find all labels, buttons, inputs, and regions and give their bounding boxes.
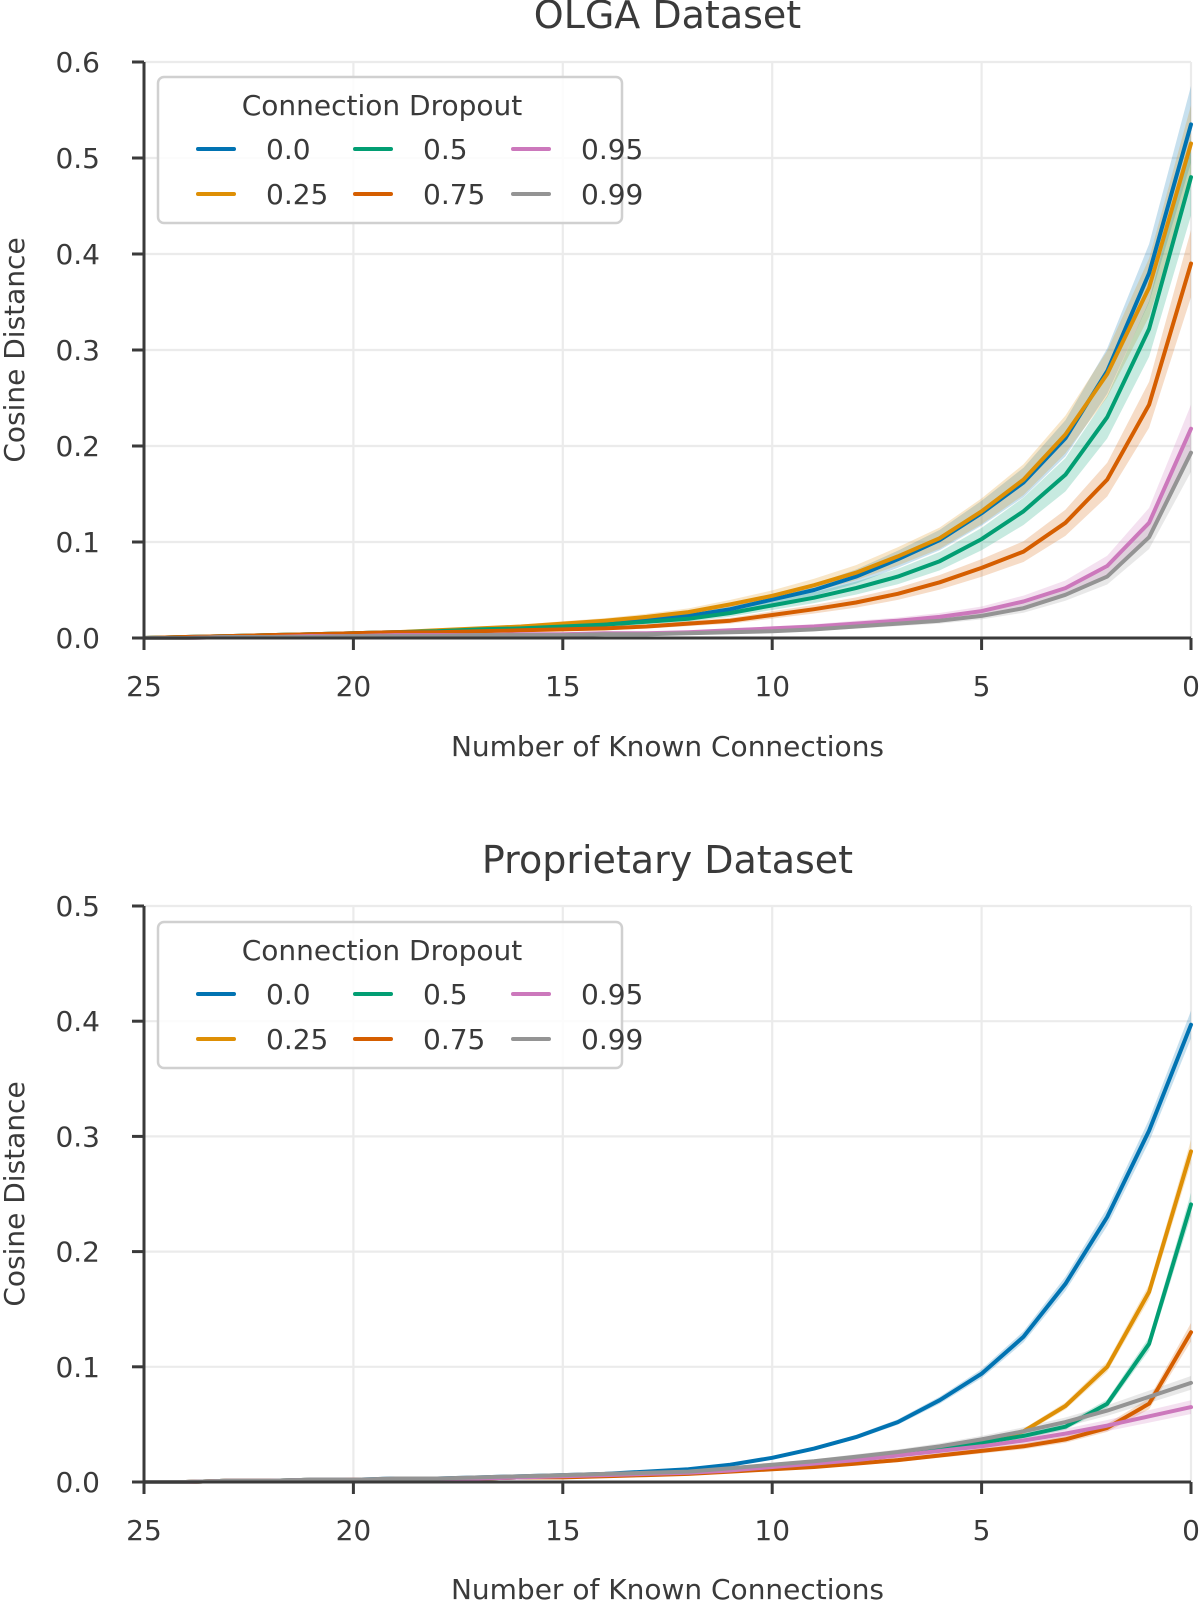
legend-label-0.5: 0.5 <box>423 978 468 1011</box>
x-axis-label: Number of Known Connections <box>451 1573 884 1601</box>
x-tick-label: 20 <box>336 670 372 703</box>
chart-1: 25 20 15 10 5 0 0.0 0.1 0.2 0.3 0.4 0.5 0.6 OLGA Data… <box>0 0 1200 763</box>
y-tick-label: 0.4 <box>55 1005 100 1038</box>
y-tick-label: 0.0 <box>55 1466 100 1499</box>
y-tick-label: 0.5 <box>55 142 100 175</box>
legend-title: Connection Dropout <box>242 89 523 122</box>
x-tick-label: 25 <box>126 670 162 703</box>
y-tick-label: 0.4 <box>55 238 100 271</box>
legend-label-0.99: 0.99 <box>581 1023 643 1056</box>
y-tick-label: 0.2 <box>55 430 100 463</box>
x-tick-label: 0 <box>1182 670 1200 703</box>
legend-label-0.0: 0.0 <box>266 978 311 1011</box>
axes <box>142 906 1191 1484</box>
x-tick-label: 25 <box>126 1514 162 1547</box>
x-tick-label: 10 <box>754 1514 790 1547</box>
legend-label-0.25: 0.25 <box>266 1023 328 1056</box>
legend-title: Connection Dropout <box>242 934 523 967</box>
chart-title: OLGA Dataset <box>534 0 801 37</box>
legend-label-0.75: 0.75 <box>423 178 485 211</box>
legend: Connection Dropout 0.0 0.25 0.5 0.75 0.95 0.99 <box>156 75 643 225</box>
y-tick-label: 0.6 <box>55 46 100 79</box>
legend: Connection Dropout 0.0 0.25 0.5 0.75 0.95 0.99 <box>156 920 643 1070</box>
x-tick-label: 5 <box>973 670 991 703</box>
legend-label-0.75: 0.75 <box>423 1023 485 1056</box>
y-tick-label: 0.5 <box>55 890 100 923</box>
y-tick-label: 0.3 <box>55 334 100 367</box>
legend-label-0.25: 0.25 <box>266 178 328 211</box>
y-tick-label: 0.0 <box>55 622 100 655</box>
y-tick-label: 0.2 <box>55 1236 100 1269</box>
x-tick-label: 15 <box>545 1514 581 1547</box>
x-tick-label: 20 <box>336 1514 372 1547</box>
x-tick-label: 10 <box>754 670 790 703</box>
y-axis-label: Cosine Distance <box>0 1081 31 1306</box>
y-tick-label: 0.1 <box>55 526 100 559</box>
x-axis-label: Number of Known Connections <box>451 730 884 763</box>
y-tick-label: 0.3 <box>55 1120 100 1153</box>
y-tick-label: 0.1 <box>55 1351 100 1384</box>
series-line-0.75 <box>142 261 1193 640</box>
x-tick-label: 0 <box>1182 1514 1200 1547</box>
legend-label-0.5: 0.5 <box>423 133 468 166</box>
chart-2: 25 20 15 10 5 0 0.0 0.1 0.2 0.3 0.4 0.5 Proprietary … <box>0 838 1200 1601</box>
legend-label-0.0: 0.0 <box>266 133 311 166</box>
y-axis-label: Cosine Distance <box>0 237 31 462</box>
x-tick-label: 15 <box>545 670 581 703</box>
legend-label-0.99: 0.99 <box>581 178 643 211</box>
x-tick-label: 5 <box>973 1514 991 1547</box>
legend-label-0.95: 0.95 <box>581 133 643 166</box>
chart-title: Proprietary Dataset <box>482 838 853 882</box>
series-line-0.99 <box>142 1380 1193 1484</box>
legend-label-0.95: 0.95 <box>581 978 643 1011</box>
